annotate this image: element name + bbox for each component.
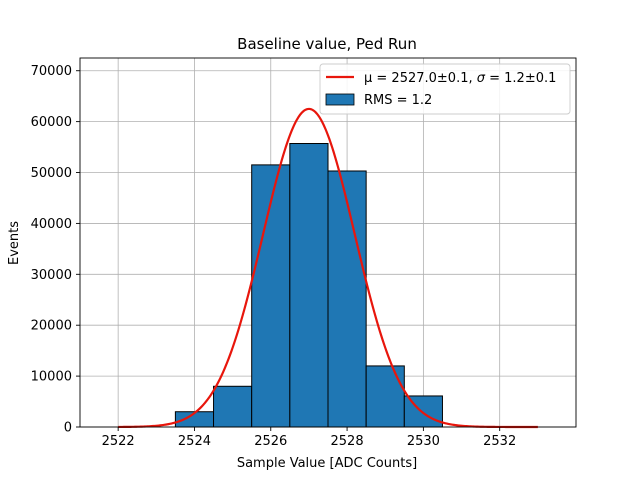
histogram-bar (365, 365, 405, 428)
x-axis-ticks: 2522 2524 2526 2528 2530 2532 (102, 427, 516, 449)
legend: μ = 2527.0±0.1, σ = 1.2±0.1 RMS = 1.2 (319, 63, 571, 115)
chart-title: Baseline value, Ped Run (237, 35, 417, 53)
gaussian-fit-curve (118, 107, 538, 429)
histogram-bar (213, 385, 253, 428)
x-tick-label: 2528 (331, 434, 364, 449)
legend-fit-mu: μ = 2527.0±0.1, (364, 71, 477, 86)
histogram-bar (289, 143, 329, 428)
y-tick-label: 20000 (31, 319, 72, 334)
legend-hist-swatch (325, 93, 355, 106)
histogram-bar (327, 170, 367, 428)
legend-hist-label: RMS = 1.2 (364, 93, 432, 108)
x-tick-label: 2530 (407, 434, 440, 449)
y-tick-label: 30000 (31, 268, 72, 283)
x-tick-label: 2522 (102, 434, 135, 449)
y-tick-label: 60000 (31, 115, 72, 130)
y-tick-label: 0 (64, 421, 72, 436)
x-axis-label: Sample Value [ADC Counts] (237, 456, 417, 471)
x-tick-label: 2524 (178, 434, 211, 449)
x-tick-label: 2526 (254, 434, 287, 449)
x-tick-label: 2532 (483, 434, 516, 449)
histogram-bar (251, 164, 291, 428)
y-tick-label: 70000 (31, 64, 72, 79)
y-tick-label: 10000 (31, 370, 72, 385)
y-axis-label: Events (7, 221, 22, 265)
legend-box (319, 63, 571, 115)
legend-fit-sigma-symbol: σ (477, 71, 486, 86)
y-axis-ticks: 0 10000 20000 30000 40000 50000 60000 70000 (31, 64, 80, 436)
y-tick-label: 50000 (31, 166, 72, 181)
histogram-bars (174, 143, 443, 428)
plot-frame (79, 57, 577, 428)
legend-fit-label: μ = 2527.0±0.1, σ = 1.2±0.1 (364, 71, 556, 86)
y-tick-label: 40000 (31, 217, 72, 232)
legend-fit-sigma: = 1.2±0.1 (485, 71, 556, 86)
